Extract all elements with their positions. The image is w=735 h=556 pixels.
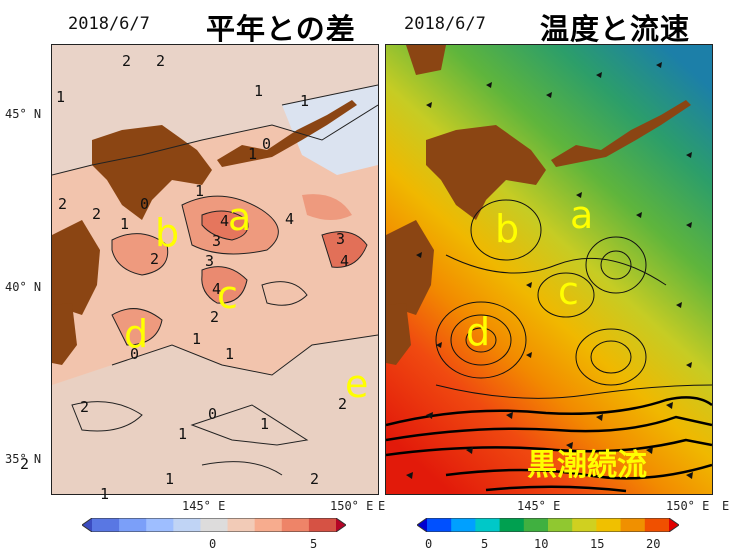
left-title: 平年との差 [206,12,356,46]
colorbar-segment [644,518,670,532]
contour-label: 1 [254,82,264,100]
contour-label: 1 [165,470,175,488]
region-label-a: a [228,195,252,239]
colorbar-segment [92,518,120,532]
colorbar-segment [417,518,427,532]
colorbar-segment [596,518,622,532]
contour-label: 4 [212,280,222,298]
temperature-current-map [385,44,713,495]
contour-label: 2 [80,398,90,416]
temperature-colorbar-tick-5: 5 [481,537,489,551]
contour-label: 2 [20,455,30,473]
anomaly-colorbar-tick-5: 5 [310,537,318,551]
contour-label: 1 [195,182,205,200]
right-date: 2018/6/7 [404,14,486,34]
colorbar-segment [227,518,256,532]
contour-label: 4 [340,252,350,270]
colorbar-segment [119,518,147,532]
contour-label: 1 [248,145,258,163]
temperature-colorbar-tick-0: 0 [425,537,433,551]
anomaly-map [51,44,379,495]
right-region-label-a: a [570,193,594,237]
contour-label: 1 [300,92,310,110]
contour-label: 4 [285,210,295,228]
right-region-label-d: d [466,310,491,354]
contour-label: 2 [310,470,320,488]
contour-label: 2 [92,205,102,223]
contour-label: 1 [100,485,110,503]
contour-label: 2 [156,52,166,70]
left-lon-label-150: 150° E [330,499,374,513]
contour-label: 1 [192,330,202,348]
lat-label-45: 45° N [5,107,42,121]
region-label-d: d [124,312,149,356]
colorbar-segment [669,518,679,532]
temperature-colorbar-tick-10: 10 [534,537,549,551]
kuroshio-extension-label: 黒潮続流 [527,448,647,483]
colorbar-segment [308,518,337,532]
contour-label: 0 [262,135,272,153]
colorbar-segment [200,518,229,532]
contour-label: 2 [150,250,160,268]
contour-label: 2 [122,52,132,70]
colorbar-segment [281,518,310,532]
colorbar-segment [475,518,501,532]
lat-label-40: 40° N [5,280,42,294]
contour-label: 4 [220,212,230,230]
temperature-colorbar [417,518,679,532]
colorbar-segment [620,518,646,532]
contour-label: 1 [178,425,188,443]
colorbar-segment [146,518,174,532]
contour-label: 2 [58,195,68,213]
left-lon-label-145: 145° E [182,499,226,513]
contour-label: 1 [260,415,270,433]
colorbar-segment [499,518,525,532]
contour-label: 1 [56,88,66,106]
contour-label: 1 [225,345,235,363]
anomaly-colorbar [82,518,346,532]
left-date: 2018/6/7 [68,14,150,34]
region-label-b: b [155,211,180,255]
contour-label: 0 [130,345,140,363]
right-lon-label-145: 145° E [517,499,561,513]
colorbar-segment [336,518,346,532]
contour-label: 2 [338,395,348,413]
right-title: 温度と流速 [540,12,691,46]
colorbar-segment [427,518,452,532]
lat-label-35: 35° N [5,452,42,466]
colorbar-segment [254,518,283,532]
region-label-e: e [345,362,369,406]
anomaly-colorbar-tick-0: 0 [209,537,217,551]
temperature-colorbar-tick-20: 20 [646,537,661,551]
contour-label: 3 [336,230,346,248]
colorbar-segment [82,518,92,532]
region-label-c: c [217,273,238,317]
contour-label: 3 [205,252,215,270]
contour-label: 2 [210,308,220,326]
contour-label: 0 [208,405,218,423]
right-lon-label-150: 150° E [666,499,710,513]
contour-label: 0 [140,195,150,213]
colorbar-segment [173,518,201,532]
right-region-label-b: b [495,207,520,251]
right-region-label-c: c [558,269,579,313]
right-east-mark-right: E [722,499,730,513]
colorbar-segment [523,518,549,532]
contour-label: 1 [120,215,130,233]
colorbar-segment [572,518,597,532]
colorbar-segment [451,518,476,532]
temperature-colorbar-tick-15: 15 [590,537,605,551]
colorbar-segment [548,518,573,532]
contour-label: 3 [212,232,222,250]
right-east-mark-left: E [378,499,386,513]
